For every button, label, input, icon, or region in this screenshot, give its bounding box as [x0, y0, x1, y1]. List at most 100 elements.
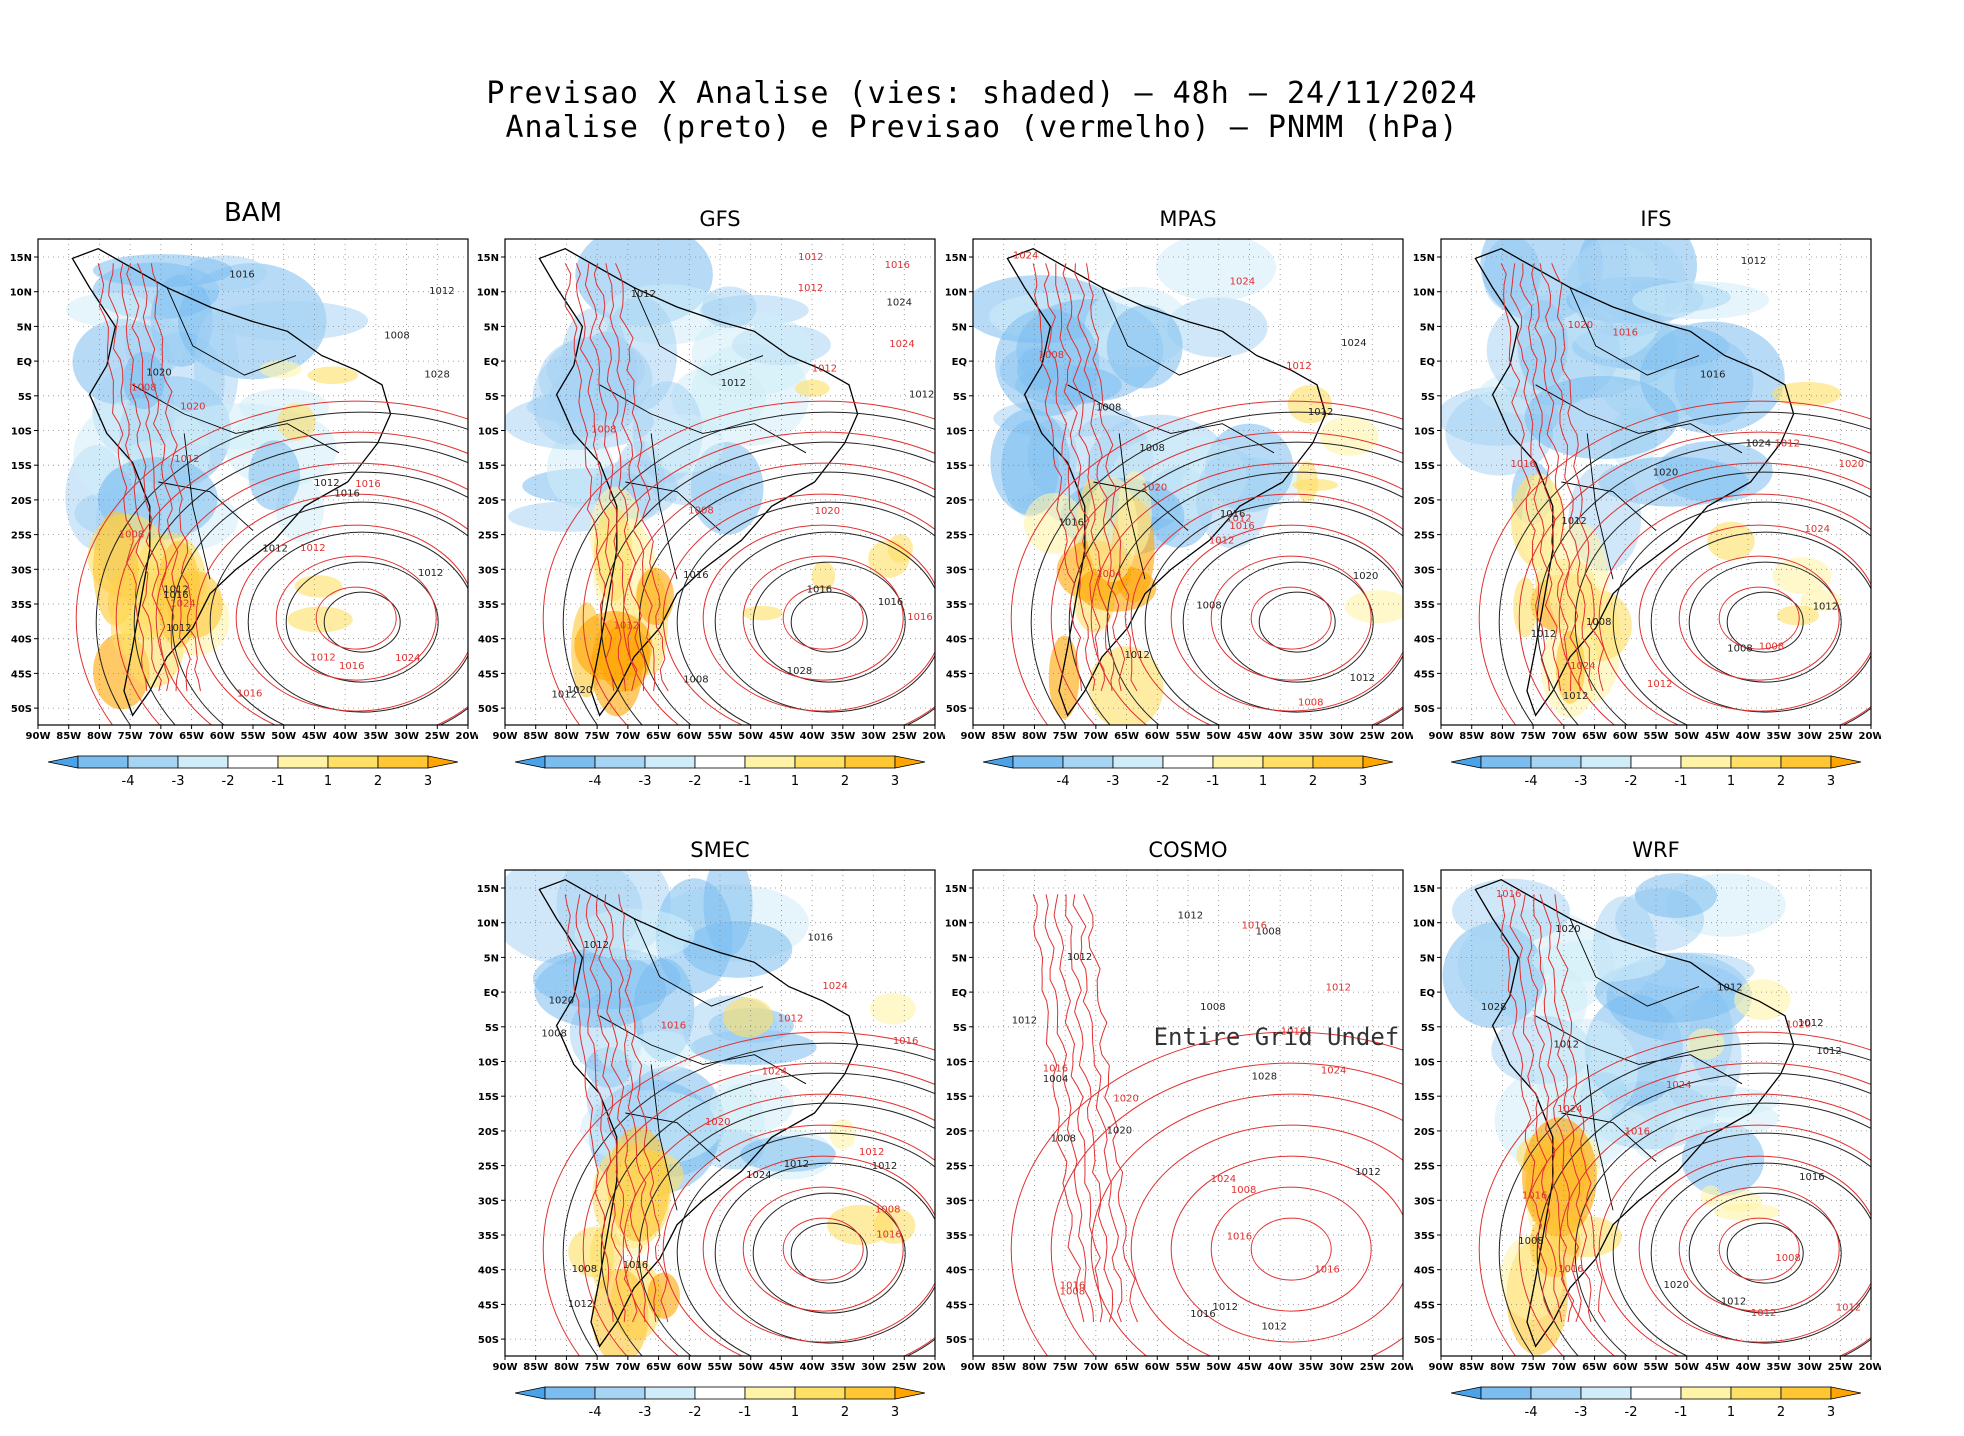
isobar-forecast: [1170, 524, 1403, 712]
lon-tick-label: 80W: [554, 731, 579, 742]
lat-tick-label: 20S: [946, 496, 967, 507]
contour-label: 1012: [1209, 536, 1234, 547]
lon-tick-label: 45W: [769, 1362, 794, 1373]
colorbar-cell: [694, 1386, 746, 1400]
contour-label: 1012: [1717, 983, 1742, 994]
contour-label: 1008: [1200, 1002, 1225, 1013]
lat-tick-label: 30S: [946, 565, 967, 576]
isobar-forecast: [1130, 1124, 1403, 1356]
lon-tick-label: 45W: [1705, 1362, 1730, 1373]
isobar-analysis: [1536, 441, 1871, 725]
isobar-forecast: [615, 263, 669, 692]
lat-tick-label: EQ: [484, 988, 499, 999]
isobar-forecast: [275, 555, 437, 681]
isobar-forecast: [702, 524, 935, 712]
lon-tick-label: 90W: [493, 1362, 518, 1373]
lat-tick-label: 45S: [11, 669, 32, 680]
contour-label: 1016: [339, 661, 364, 672]
isobar-analysis: [562, 411, 935, 725]
contour-label: 1012: [1067, 952, 1092, 963]
isobar-forecast: [1065, 894, 1114, 1323]
isobar-forecast: [235, 524, 468, 712]
colorbar-label: 1: [791, 1405, 799, 1420]
isobar-forecast: [1082, 894, 1138, 1323]
contour-label: 1016: [1496, 889, 1521, 900]
lon-tick-label: 60W: [677, 731, 702, 742]
colorbar-cell: [544, 1386, 596, 1400]
lat-tick-label: 40S: [11, 635, 32, 646]
lat-tick-label: 5S: [953, 392, 967, 403]
lat-tick-label: 40S: [1414, 635, 1435, 646]
lon-tick-label: 45W: [1705, 731, 1730, 742]
colorbar-cell: [594, 755, 646, 769]
lat-tick-label: 10S: [946, 427, 967, 438]
lon-tick-label: 70W: [1083, 731, 1108, 742]
country-border: [633, 918, 764, 1007]
isobar-forecast: [1032, 263, 1082, 692]
colorbar-label: 2: [841, 774, 849, 789]
bias-positive-patch: [1734, 979, 1791, 1020]
lon-tick-label: 25W: [1828, 731, 1853, 742]
lon-tick-label: 65W: [1582, 731, 1607, 742]
map-panel-cosmo: 1012 1012 1008 1008 1008 1016 1008 1016 1012 1016…: [943, 860, 1413, 1376]
bias-negative-patch: [546, 337, 646, 402]
contour-label: 1012: [1741, 256, 1766, 267]
lat-tick-label: 45S: [478, 1300, 499, 1311]
contour-label: 1016: [1625, 1126, 1650, 1137]
lat-tick-label: 5S: [18, 392, 32, 403]
contour-label: 1012: [859, 1147, 884, 1158]
contour-label: 1012: [1286, 361, 1311, 372]
contour-label: 1024: [1557, 1104, 1582, 1115]
lat-tick-label: 15S: [1414, 1092, 1435, 1103]
lat-tick-label: 15N: [477, 253, 499, 264]
isobar-forecast: [564, 263, 615, 692]
bias-negative-patch: [248, 440, 300, 511]
contour-label: 1016: [1059, 518, 1084, 529]
isobar-analysis: [752, 561, 906, 683]
contour-label: 1024: [395, 653, 420, 664]
colorbar-cell: [377, 755, 429, 769]
contour-label: 1012: [429, 286, 454, 297]
contour-label: 1004: [1043, 1074, 1068, 1085]
bias-positive-patch: [307, 366, 358, 384]
bias-negative-patch: [173, 403, 312, 450]
lat-tick-label: 20S: [478, 496, 499, 507]
lat-tick-label: 50S: [478, 704, 499, 715]
bias-negative-patch: [1634, 873, 1717, 918]
colorbar-label: 3: [1827, 1405, 1835, 1420]
isobar-forecast: [593, 263, 647, 692]
colorbar-cell: [1480, 755, 1532, 769]
lon-tick-label: 50W: [738, 731, 763, 742]
colorbar-label: -2: [1625, 1405, 1638, 1420]
contour-label: 1020: [1839, 459, 1864, 470]
colorbar-label: -1: [1675, 1405, 1688, 1420]
colorbar-label: 3: [1827, 774, 1835, 789]
colorbar-cell: [844, 1386, 896, 1400]
bias-positive-patch: [93, 510, 139, 626]
contour-label: 1008: [384, 330, 409, 341]
lon-tick-label: 90W: [26, 731, 51, 742]
isobar-forecast: [564, 894, 614, 1323]
lon-tick-label: 85W: [991, 731, 1016, 742]
isobar-analysis: [323, 591, 401, 653]
colorbar-label: -3: [639, 1405, 652, 1420]
bias-negative-patch: [92, 254, 233, 288]
lon-tick-label: 40W: [1268, 1362, 1293, 1373]
contour-label: 1016: [1700, 369, 1725, 380]
lon-tick-label: 50W: [1674, 1362, 1699, 1373]
contour-label: 1024: [1341, 338, 1366, 349]
lon-tick-label: 55W: [241, 731, 266, 742]
contour-label: 1012: [798, 252, 823, 263]
lon-tick-label: 30W: [1329, 731, 1354, 742]
lon-tick-label: 80W: [1022, 1362, 1047, 1373]
bias-negative-patch: [1442, 922, 1545, 1029]
isobar-forecast: [782, 586, 864, 650]
country-border: [625, 481, 721, 531]
lon-tick-label: 30W: [394, 731, 419, 742]
lat-tick-label: 30S: [1414, 1196, 1435, 1207]
isobar-analysis: [676, 501, 935, 725]
colorbar-label: 1: [324, 774, 332, 789]
lon-tick-label: 75W: [1521, 731, 1546, 742]
contour-label: 1012: [1355, 1167, 1380, 1178]
contour-label: 1024: [1321, 1065, 1346, 1076]
